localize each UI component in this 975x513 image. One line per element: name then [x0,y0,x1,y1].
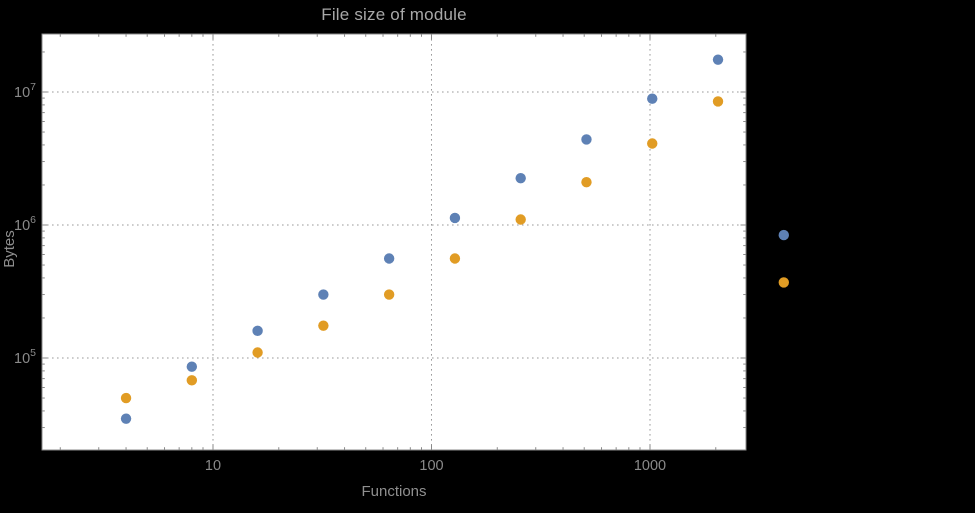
data-point-series-1-blue [581,134,592,145]
plot-area [42,34,746,450]
chart-title: File size of module [321,5,467,24]
data-point-series-1-blue [778,229,789,241]
y-tick-label: 106 [14,214,36,234]
data-point-series-1-blue [712,54,724,65]
data-point-series-1-blue [318,289,329,300]
data-point-series-1-blue [383,253,395,264]
x-axis-label: Functions [361,483,427,500]
plot-frame [41,33,747,451]
data-point-series-1-blue [449,212,461,224]
y-tick-label: 107 [14,81,36,101]
data-point-series-2-orange [318,320,329,331]
data-point-series-2-orange [383,289,395,300]
data-point-series-2-orange [449,253,461,264]
y-axis-label: Bytes [1,230,18,268]
x-tick-label: 1000 [634,458,666,474]
data-point-series-2-orange [778,277,789,288]
data-point-series-2-orange [186,375,198,386]
data-point-series-2-orange [252,347,263,358]
data-point-series-2-orange [581,176,592,188]
data-point-series-1-blue [515,172,526,184]
data-point-series-1-blue [186,361,198,372]
data-point-series-1-blue [252,325,263,337]
data-point-series-2-orange [515,214,526,225]
data-point-series-2-orange [120,392,132,404]
data-point-series-2-orange [647,138,658,149]
data-point-series-1-blue [120,413,132,424]
x-tick-label: 100 [419,458,443,474]
data-point-series-1-blue [647,93,658,104]
y-tick-label: 105 [14,347,36,367]
data-point-series-2-orange [712,96,724,107]
x-tick-label: 10 [205,458,221,474]
